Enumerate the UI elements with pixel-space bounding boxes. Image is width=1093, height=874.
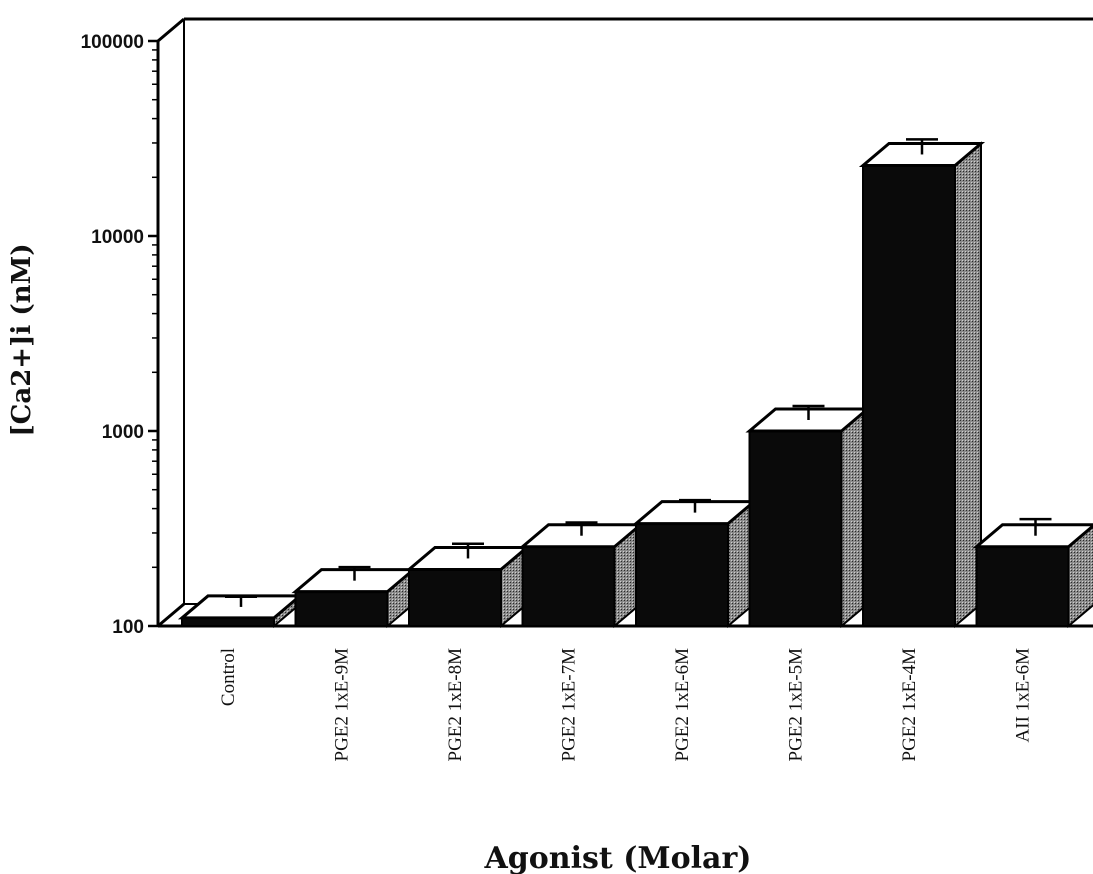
- x-tick-label: PGE2 1xE-8M: [445, 648, 466, 762]
- bar-front-face: [635, 522, 729, 628]
- bars: [177, 138, 1093, 629]
- bar: [518, 521, 645, 629]
- x-tick-label: PGE2 1xE-9M: [332, 648, 353, 762]
- y-tick-label: 100: [112, 617, 144, 638]
- x-tick-label: PGE2 1xE-6M: [672, 648, 693, 762]
- y-tick-label: 10000: [91, 227, 144, 248]
- x-tick-label: PGE2 1xE-7M: [559, 648, 580, 762]
- error-bar: [906, 138, 938, 155]
- error-bar: [792, 404, 825, 420]
- error-bar: [452, 542, 484, 559]
- error-bar: [338, 565, 371, 581]
- bar-front-face: [294, 590, 389, 628]
- bar-front-face: [521, 545, 616, 628]
- error-bar: [679, 498, 711, 513]
- bar: [972, 517, 1093, 629]
- x-axis-title: Agonist (Molar): [484, 841, 752, 874]
- bar-front-face: [975, 545, 1070, 628]
- error-bar: [225, 595, 257, 607]
- bar: [404, 542, 532, 629]
- error-bar: [565, 521, 598, 536]
- bar: [631, 498, 759, 629]
- bar-front-face: [408, 568, 502, 627]
- bar: [291, 565, 418, 629]
- floor-left-edge: [157, 602, 185, 628]
- x-tick-label: PGE2 1xE-4M: [899, 648, 920, 762]
- bar: [745, 404, 872, 629]
- y-tick-label: 1000: [102, 422, 144, 443]
- back-wall-top-edge: [157, 17, 185, 43]
- bar: [858, 138, 986, 629]
- x-tick-label: AII 1xE-6M: [1013, 648, 1034, 743]
- x-tick-label: Control: [218, 648, 239, 706]
- y-tick-label: 100000: [81, 32, 144, 53]
- x-tick-label: PGE2 1xE-5M: [786, 648, 807, 762]
- y-axis-title: [Ca2+]i (nM): [7, 243, 37, 436]
- labels: 100 1000 10000 100000 Control PGE2 1xE-9M PGE2…: [81, 32, 1034, 761]
- error-bar: [1019, 517, 1052, 536]
- bar: [177, 593, 305, 629]
- bar-front-face: [748, 430, 843, 627]
- bar-front-face: [862, 164, 956, 627]
